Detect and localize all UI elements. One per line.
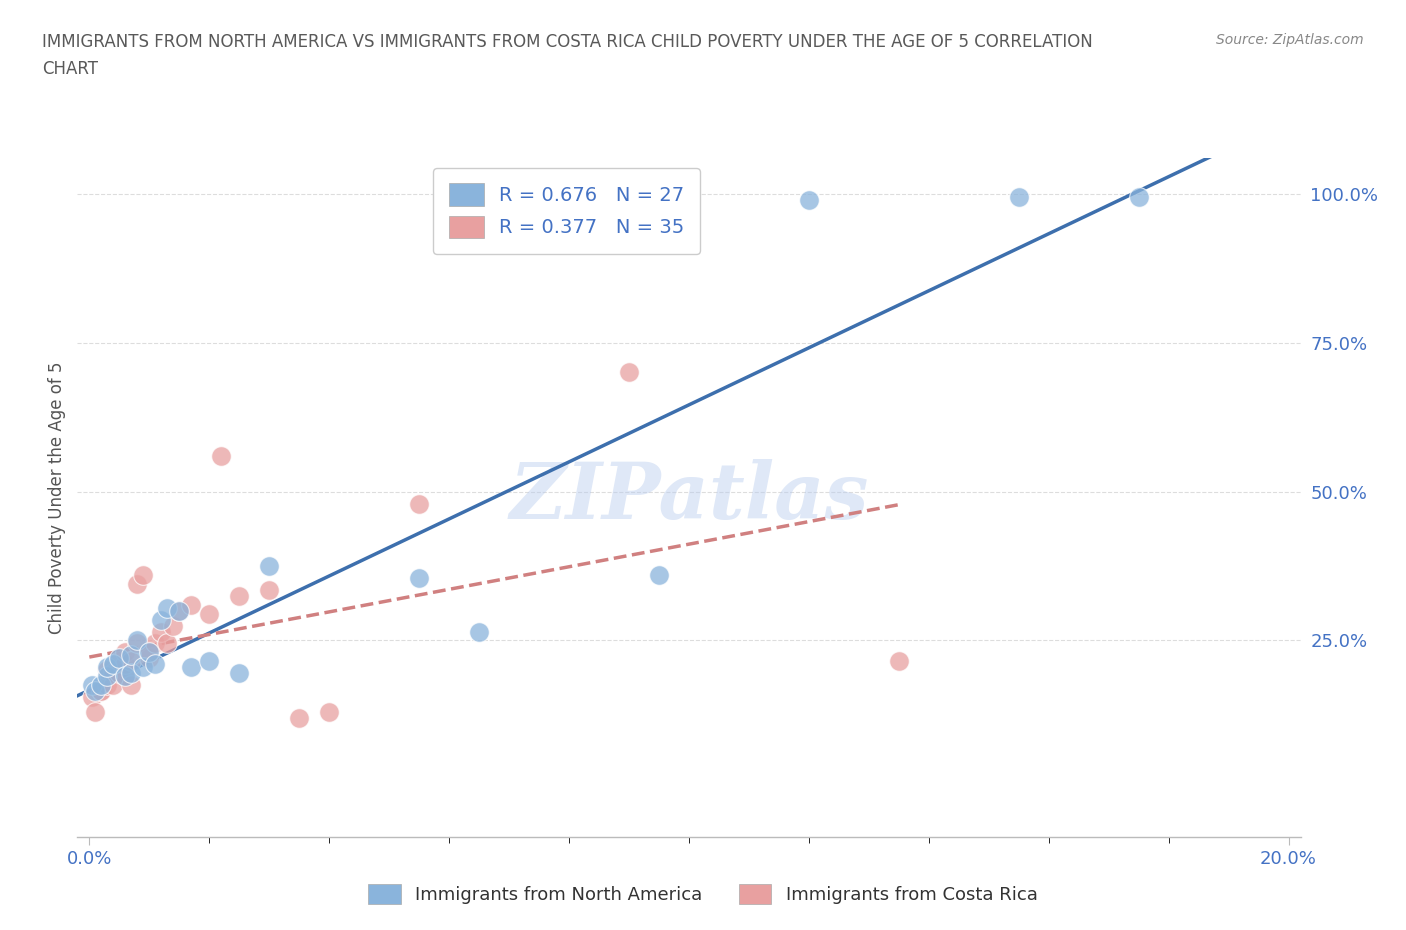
Point xyxy=(114,669,136,684)
Point xyxy=(150,612,173,627)
Point xyxy=(114,657,136,671)
Point xyxy=(257,559,280,574)
Point xyxy=(84,684,107,698)
Point xyxy=(108,651,131,666)
Point xyxy=(96,660,118,675)
Point xyxy=(132,660,155,675)
Point xyxy=(617,365,640,380)
Point xyxy=(108,666,131,681)
Point xyxy=(288,711,311,725)
Point xyxy=(96,669,118,684)
Point xyxy=(198,606,221,621)
Point xyxy=(228,589,250,604)
Point xyxy=(180,660,202,675)
Point xyxy=(648,567,671,582)
Point xyxy=(169,604,191,618)
Point xyxy=(114,669,136,684)
Point xyxy=(127,577,149,591)
Text: Source: ZipAtlas.com: Source: ZipAtlas.com xyxy=(1216,33,1364,46)
Text: ZIPatlas: ZIPatlas xyxy=(509,459,869,536)
Y-axis label: Child Poverty Under the Age of 5: Child Poverty Under the Age of 5 xyxy=(48,361,66,634)
Point xyxy=(156,636,179,651)
Point xyxy=(108,654,131,669)
Point xyxy=(887,654,910,669)
Point xyxy=(127,633,149,648)
Text: CHART: CHART xyxy=(42,60,98,78)
Point xyxy=(120,654,142,669)
Point xyxy=(143,657,166,671)
Point xyxy=(138,644,160,659)
Point xyxy=(318,705,340,720)
Point xyxy=(90,684,112,698)
Point xyxy=(408,496,430,511)
Point xyxy=(408,570,430,585)
Point xyxy=(162,618,184,633)
Text: IMMIGRANTS FROM NORTH AMERICA VS IMMIGRANTS FROM COSTA RICA CHILD POVERTY UNDER : IMMIGRANTS FROM NORTH AMERICA VS IMMIGRA… xyxy=(42,33,1092,50)
Legend: R = 0.676   N = 27, R = 0.377   N = 35: R = 0.676 N = 27, R = 0.377 N = 35 xyxy=(433,167,700,254)
Point xyxy=(198,654,221,669)
Point xyxy=(120,666,142,681)
Point xyxy=(90,678,112,693)
Point xyxy=(1008,190,1031,205)
Point xyxy=(120,678,142,693)
Point xyxy=(96,663,118,678)
Point xyxy=(103,678,125,693)
Point xyxy=(209,448,232,463)
Point xyxy=(257,582,280,597)
Legend: Immigrants from North America, Immigrants from Costa Rica: Immigrants from North America, Immigrant… xyxy=(361,876,1045,911)
Point xyxy=(156,600,179,615)
Point xyxy=(103,666,125,681)
Point xyxy=(103,657,125,671)
Point xyxy=(120,648,142,663)
Point xyxy=(143,636,166,651)
Point xyxy=(138,644,160,659)
Point xyxy=(132,567,155,582)
Point xyxy=(127,636,149,651)
Point xyxy=(114,644,136,659)
Point xyxy=(90,684,112,698)
Point xyxy=(84,705,107,720)
Point xyxy=(82,690,104,705)
Point xyxy=(96,678,118,693)
Point xyxy=(797,193,820,207)
Point xyxy=(1128,190,1150,205)
Point xyxy=(228,666,250,681)
Point xyxy=(180,597,202,612)
Point xyxy=(169,604,191,618)
Point xyxy=(468,624,491,639)
Point xyxy=(82,678,104,693)
Point xyxy=(150,624,173,639)
Point xyxy=(138,651,160,666)
